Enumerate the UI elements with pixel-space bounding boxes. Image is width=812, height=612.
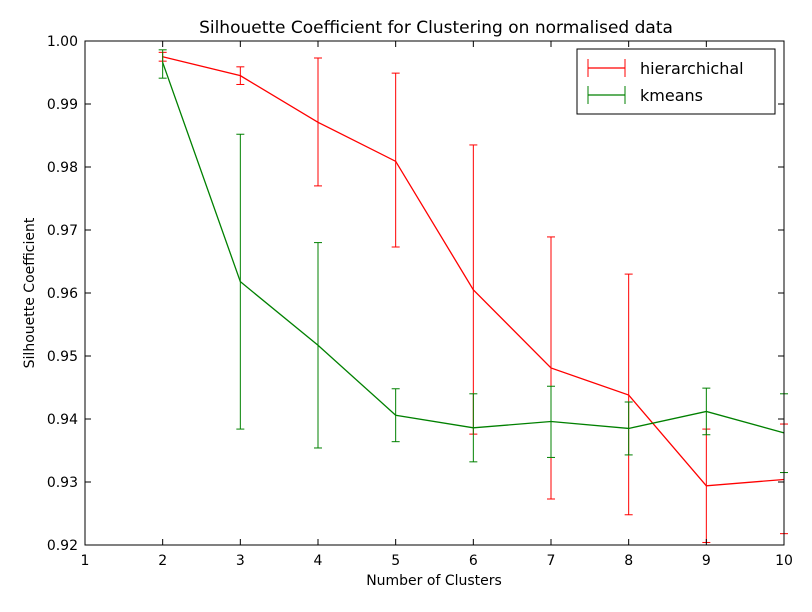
x-tick-label: 4 [314, 553, 323, 569]
y-tick-label: 0.93 [47, 475, 78, 491]
y-tick-label: 0.98 [47, 160, 78, 176]
y-tick-label: 1.00 [47, 34, 78, 50]
x-tick-label: 2 [158, 553, 167, 569]
x-tick-label: 8 [624, 553, 633, 569]
data-point [550, 367, 552, 369]
data-point [628, 394, 630, 396]
x-tick-label: 1 [81, 553, 90, 569]
data-point [705, 485, 707, 487]
legend-entry-hierarchichal: hierarchichal [587, 59, 744, 78]
legend-label: kmeans [640, 86, 703, 105]
data-point [395, 414, 397, 416]
legend-box [576, 48, 776, 115]
data-point [472, 289, 474, 291]
data-point [472, 427, 474, 429]
data-point [628, 427, 630, 429]
y-tick-label: 0.92 [47, 538, 78, 554]
plot-content [158, 49, 788, 543]
legend-items: hierarchichal kmeans [587, 59, 744, 105]
chart-title: Silhouette Coefficient for Clustering on… [199, 18, 673, 38]
legend: hierarchichal kmeans [576, 48, 776, 115]
x-tick-label: 3 [236, 553, 245, 569]
x-axis-label: Number of Clusters [366, 573, 502, 589]
y-axis-label: Silhouette Coefficient [22, 217, 38, 368]
x-tick-label: 5 [391, 553, 400, 569]
data-point [239, 75, 241, 77]
x-tick-label: 7 [547, 553, 556, 569]
data-point [550, 421, 552, 423]
x-tick-label: 6 [469, 553, 478, 569]
data-point [162, 61, 164, 63]
x-tick-label: 9 [702, 553, 711, 569]
axis-ticks: 1 2 3 4 5 6 7 8 9 10 0.92 0.93 0.94 0.95 0.96 0.97 0.98 0… [47, 34, 793, 569]
y-tick-label: 0.99 [47, 97, 78, 113]
data-point [395, 160, 397, 162]
y-tick-label: 0.96 [47, 286, 78, 302]
legend-entry-kmeans: kmeans [587, 86, 703, 105]
data-point [705, 410, 707, 412]
data-point [317, 121, 319, 123]
y-tick-label: 0.95 [47, 349, 78, 365]
y-tick-label: 0.97 [47, 223, 78, 239]
data-point [317, 344, 319, 346]
x-tick-label: 10 [775, 553, 793, 569]
data-point [239, 281, 241, 283]
legend-label: hierarchichal [640, 59, 744, 78]
y-tick-label: 0.94 [47, 412, 78, 428]
